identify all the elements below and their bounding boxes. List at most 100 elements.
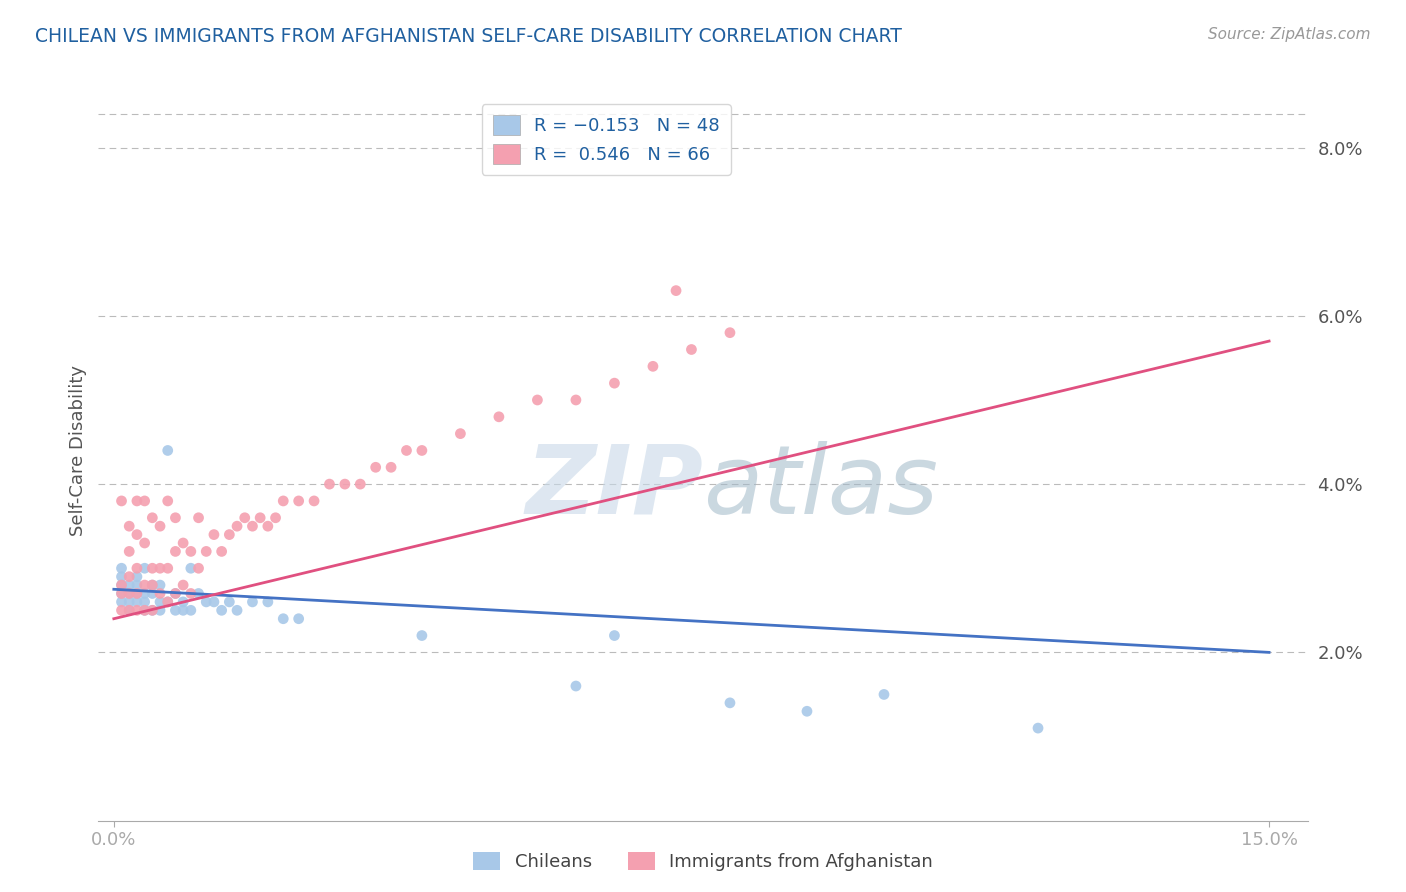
Point: [118, 569, 141, 583]
Point: [411, 443, 433, 458]
Point: [718, 696, 741, 710]
Point: [318, 477, 340, 491]
Text: ZIP: ZIP: [524, 441, 703, 534]
Point: [134, 578, 156, 592]
Point: [257, 519, 280, 533]
Point: [149, 561, 172, 575]
Point: [118, 595, 141, 609]
Point: [565, 392, 588, 407]
Point: [718, 326, 741, 340]
Point: [141, 510, 163, 524]
Point: [141, 578, 163, 592]
Point: [287, 612, 309, 626]
Point: [1026, 721, 1049, 735]
Legend: Chileans, Immigrants from Afghanistan: Chileans, Immigrants from Afghanistan: [465, 845, 941, 879]
Point: [873, 688, 896, 702]
Point: [125, 561, 148, 575]
Text: atlas: atlas: [703, 441, 938, 534]
Point: [526, 392, 548, 407]
Point: [796, 704, 818, 718]
Point: [233, 510, 256, 524]
Point: [681, 343, 703, 357]
Point: [264, 510, 287, 524]
Point: [187, 510, 209, 524]
Point: [149, 519, 172, 533]
Point: [165, 603, 187, 617]
Point: [118, 586, 141, 600]
Point: [149, 578, 172, 592]
Point: [172, 603, 194, 617]
Point: [195, 595, 218, 609]
Point: [134, 494, 156, 508]
Point: [134, 536, 156, 550]
Text: Source: ZipAtlas.com: Source: ZipAtlas.com: [1208, 27, 1371, 42]
Point: [110, 561, 132, 575]
Point: [565, 679, 588, 693]
Point: [110, 586, 132, 600]
Point: [195, 544, 218, 558]
Point: [110, 603, 132, 617]
Point: [364, 460, 387, 475]
Point: [180, 586, 202, 600]
Point: [218, 527, 240, 541]
Point: [165, 510, 187, 524]
Y-axis label: Self-Care Disability: Self-Care Disability: [69, 365, 87, 536]
Point: [165, 586, 187, 600]
Point: [156, 595, 179, 609]
Point: [110, 586, 132, 600]
Point: [395, 443, 418, 458]
Point: [603, 628, 626, 642]
Point: [349, 477, 371, 491]
Point: [118, 586, 141, 600]
Point: [156, 494, 179, 508]
Point: [125, 586, 148, 600]
Point: [118, 603, 141, 617]
Point: [202, 595, 225, 609]
Point: [134, 595, 156, 609]
Point: [134, 586, 156, 600]
Point: [380, 460, 402, 475]
Point: [141, 603, 163, 617]
Point: [134, 603, 156, 617]
Point: [180, 544, 202, 558]
Point: [110, 578, 132, 592]
Point: [156, 561, 179, 575]
Point: [149, 586, 172, 600]
Point: [271, 612, 294, 626]
Legend: R = −0.153   N = 48, R =  0.546   N = 66: R = −0.153 N = 48, R = 0.546 N = 66: [482, 104, 731, 175]
Point: [141, 561, 163, 575]
Point: [172, 595, 194, 609]
Point: [165, 586, 187, 600]
Point: [180, 603, 202, 617]
Point: [118, 519, 141, 533]
Point: [165, 544, 187, 558]
Point: [125, 603, 148, 617]
Point: [110, 595, 132, 609]
Point: [141, 578, 163, 592]
Text: CHILEAN VS IMMIGRANTS FROM AFGHANISTAN SELF-CARE DISABILITY CORRELATION CHART: CHILEAN VS IMMIGRANTS FROM AFGHANISTAN S…: [35, 27, 903, 45]
Point: [202, 527, 225, 541]
Point: [665, 284, 688, 298]
Point: [149, 603, 172, 617]
Point: [110, 578, 132, 592]
Point: [211, 544, 233, 558]
Point: [257, 595, 280, 609]
Point: [641, 359, 664, 374]
Point: [134, 561, 156, 575]
Point: [134, 603, 156, 617]
Point: [242, 595, 264, 609]
Point: [156, 595, 179, 609]
Point: [156, 443, 179, 458]
Point: [287, 494, 309, 508]
Point: [218, 595, 240, 609]
Point: [125, 569, 148, 583]
Point: [172, 536, 194, 550]
Point: [141, 586, 163, 600]
Point: [125, 586, 148, 600]
Point: [110, 494, 132, 508]
Point: [411, 628, 433, 642]
Point: [271, 494, 294, 508]
Point: [603, 376, 626, 391]
Point: [118, 603, 141, 617]
Point: [226, 519, 249, 533]
